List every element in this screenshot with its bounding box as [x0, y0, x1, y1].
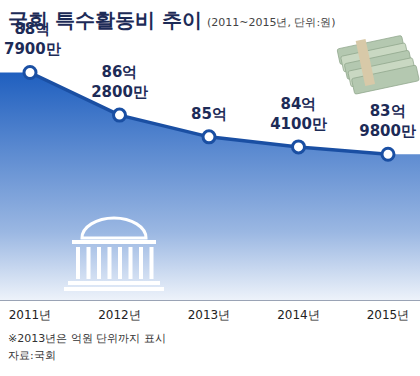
data-label-line: 7900만 [4, 40, 61, 58]
x-tick-label: 2015년 [367, 308, 410, 322]
x-tick-label: 2011년 [9, 308, 52, 322]
data-label-line: 86억 [102, 63, 138, 81]
data-label-line: 88억 [14, 20, 50, 38]
data-label-line: 4100만 [270, 115, 327, 133]
dome [82, 218, 146, 238]
note: 자료:국회 [8, 349, 56, 362]
column [129, 247, 133, 279]
data-label-line: 9800만 [359, 122, 416, 140]
marker [24, 66, 36, 78]
data-label: 88억 7900만 [4, 20, 61, 58]
data-label-line: 83억 [370, 102, 406, 120]
data-label-line: 84억 [281, 95, 317, 113]
chart: 국회 특수활동비 추이(2011~2015년, 단위:원)2011년2012년2… [0, 0, 420, 376]
data-label-line: 85억 [191, 105, 227, 123]
column [76, 247, 80, 279]
column [139, 247, 143, 279]
column [118, 247, 122, 279]
roof [72, 240, 156, 244]
column [150, 247, 154, 279]
x-tick-label: 2013년 [188, 308, 231, 322]
marker [293, 141, 305, 153]
note: ※2013년은 억원 단위까지 표시 [8, 332, 166, 345]
column [108, 247, 112, 279]
band [356, 39, 375, 86]
plot-area [0, 66, 420, 300]
x-tick-label: 2014년 [277, 308, 320, 322]
line [30, 72, 388, 154]
data-label: 85억 [191, 105, 227, 123]
data-label-line: 2800만 [91, 83, 148, 101]
column [97, 247, 101, 279]
data-label: 86억 2800만 [91, 63, 148, 101]
base [64, 287, 164, 291]
base [68, 281, 160, 285]
marker [382, 148, 394, 160]
assembly-icon [64, 218, 164, 291]
data-label: 83억 9800만 [359, 102, 416, 140]
x-axis [0, 300, 420, 301]
marker [203, 131, 215, 143]
marker [114, 109, 126, 121]
money-decoration [337, 35, 419, 94]
data-label: 84억 4100만 [270, 95, 327, 133]
area [0, 72, 420, 300]
x-tick-label: 2012년 [98, 308, 141, 322]
banknote [351, 65, 419, 94]
subtitle: (2011~2015년, 단위:원) [207, 16, 336, 29]
column [87, 247, 91, 279]
